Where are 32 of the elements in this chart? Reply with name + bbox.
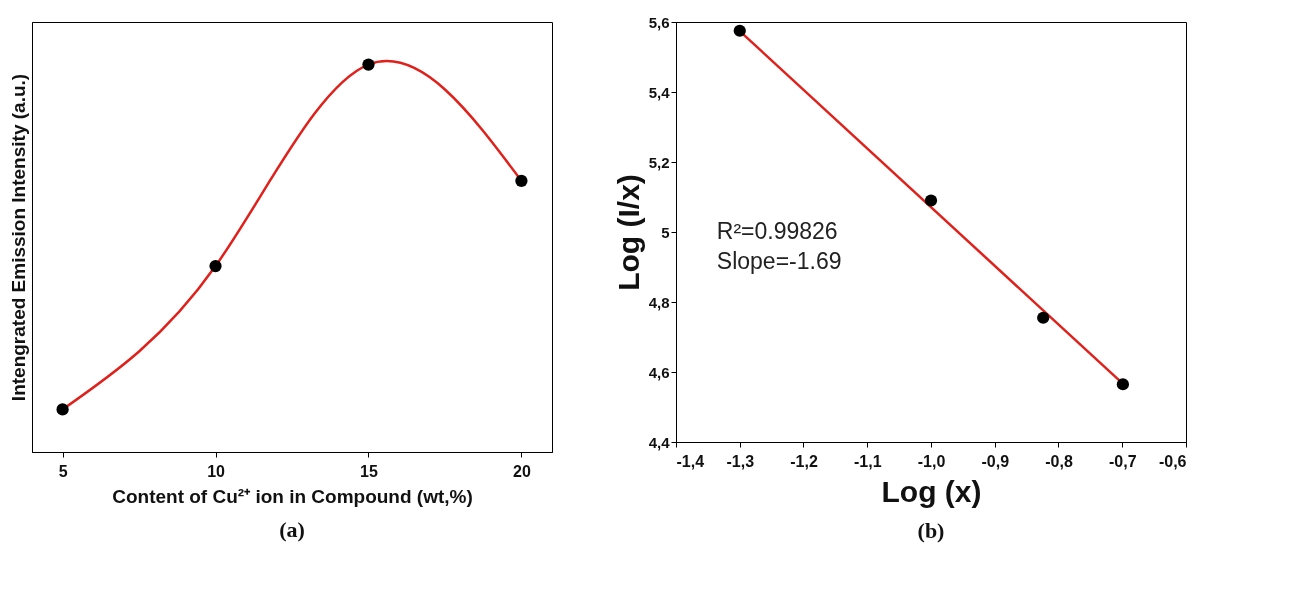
x-tick-label: -0,6 <box>1158 452 1187 470</box>
text: (b) <box>917 518 945 543</box>
annotation: Slope=-1.69 <box>716 248 842 274</box>
point <box>56 403 69 416</box>
x-tick-label: -1,1 <box>853 452 882 470</box>
x-tick-label: -1,3 <box>726 452 755 470</box>
y-axis-title: Intengrated Emission Intensity (a.u.) <box>7 73 29 402</box>
x-tick-label: -1,0 <box>917 452 946 470</box>
x-axis-title: Content of Cu²⁺ ion in Compound (wt,%) <box>112 485 473 507</box>
y-tick-label: 5,2 <box>648 153 670 171</box>
y-tick-label: 5,4 <box>648 83 671 101</box>
x-tick-label: 10 <box>207 462 226 480</box>
text: (a) <box>279 517 305 542</box>
x-tick-label: -0,7 <box>1108 452 1137 470</box>
x-axis-title: Log (x) <box>881 474 982 508</box>
y-tick-label: 4,4 <box>648 433 671 451</box>
y-tick-label: 5,6 <box>648 13 670 31</box>
x-tick-label: -0,9 <box>981 452 1010 470</box>
y-tick-label: 4,8 <box>648 293 670 311</box>
annotation: R²=0.99826 <box>716 218 838 244</box>
point <box>209 259 222 273</box>
y-axis-title: Log (I/x) <box>611 174 645 291</box>
y-tick-label: 4,6 <box>648 363 670 381</box>
x-tick-label: 5 <box>58 462 68 480</box>
x-tick-label: 20 <box>513 462 531 480</box>
y-tick-label: 5 <box>661 223 670 241</box>
x-tick-label: -1,2 <box>790 452 818 470</box>
point <box>515 174 528 187</box>
x-tick-label: -1,4 <box>676 452 705 470</box>
x-tick-label: -0,8 <box>1045 452 1073 470</box>
point <box>362 58 375 71</box>
x-tick-label: 15 <box>360 462 378 480</box>
